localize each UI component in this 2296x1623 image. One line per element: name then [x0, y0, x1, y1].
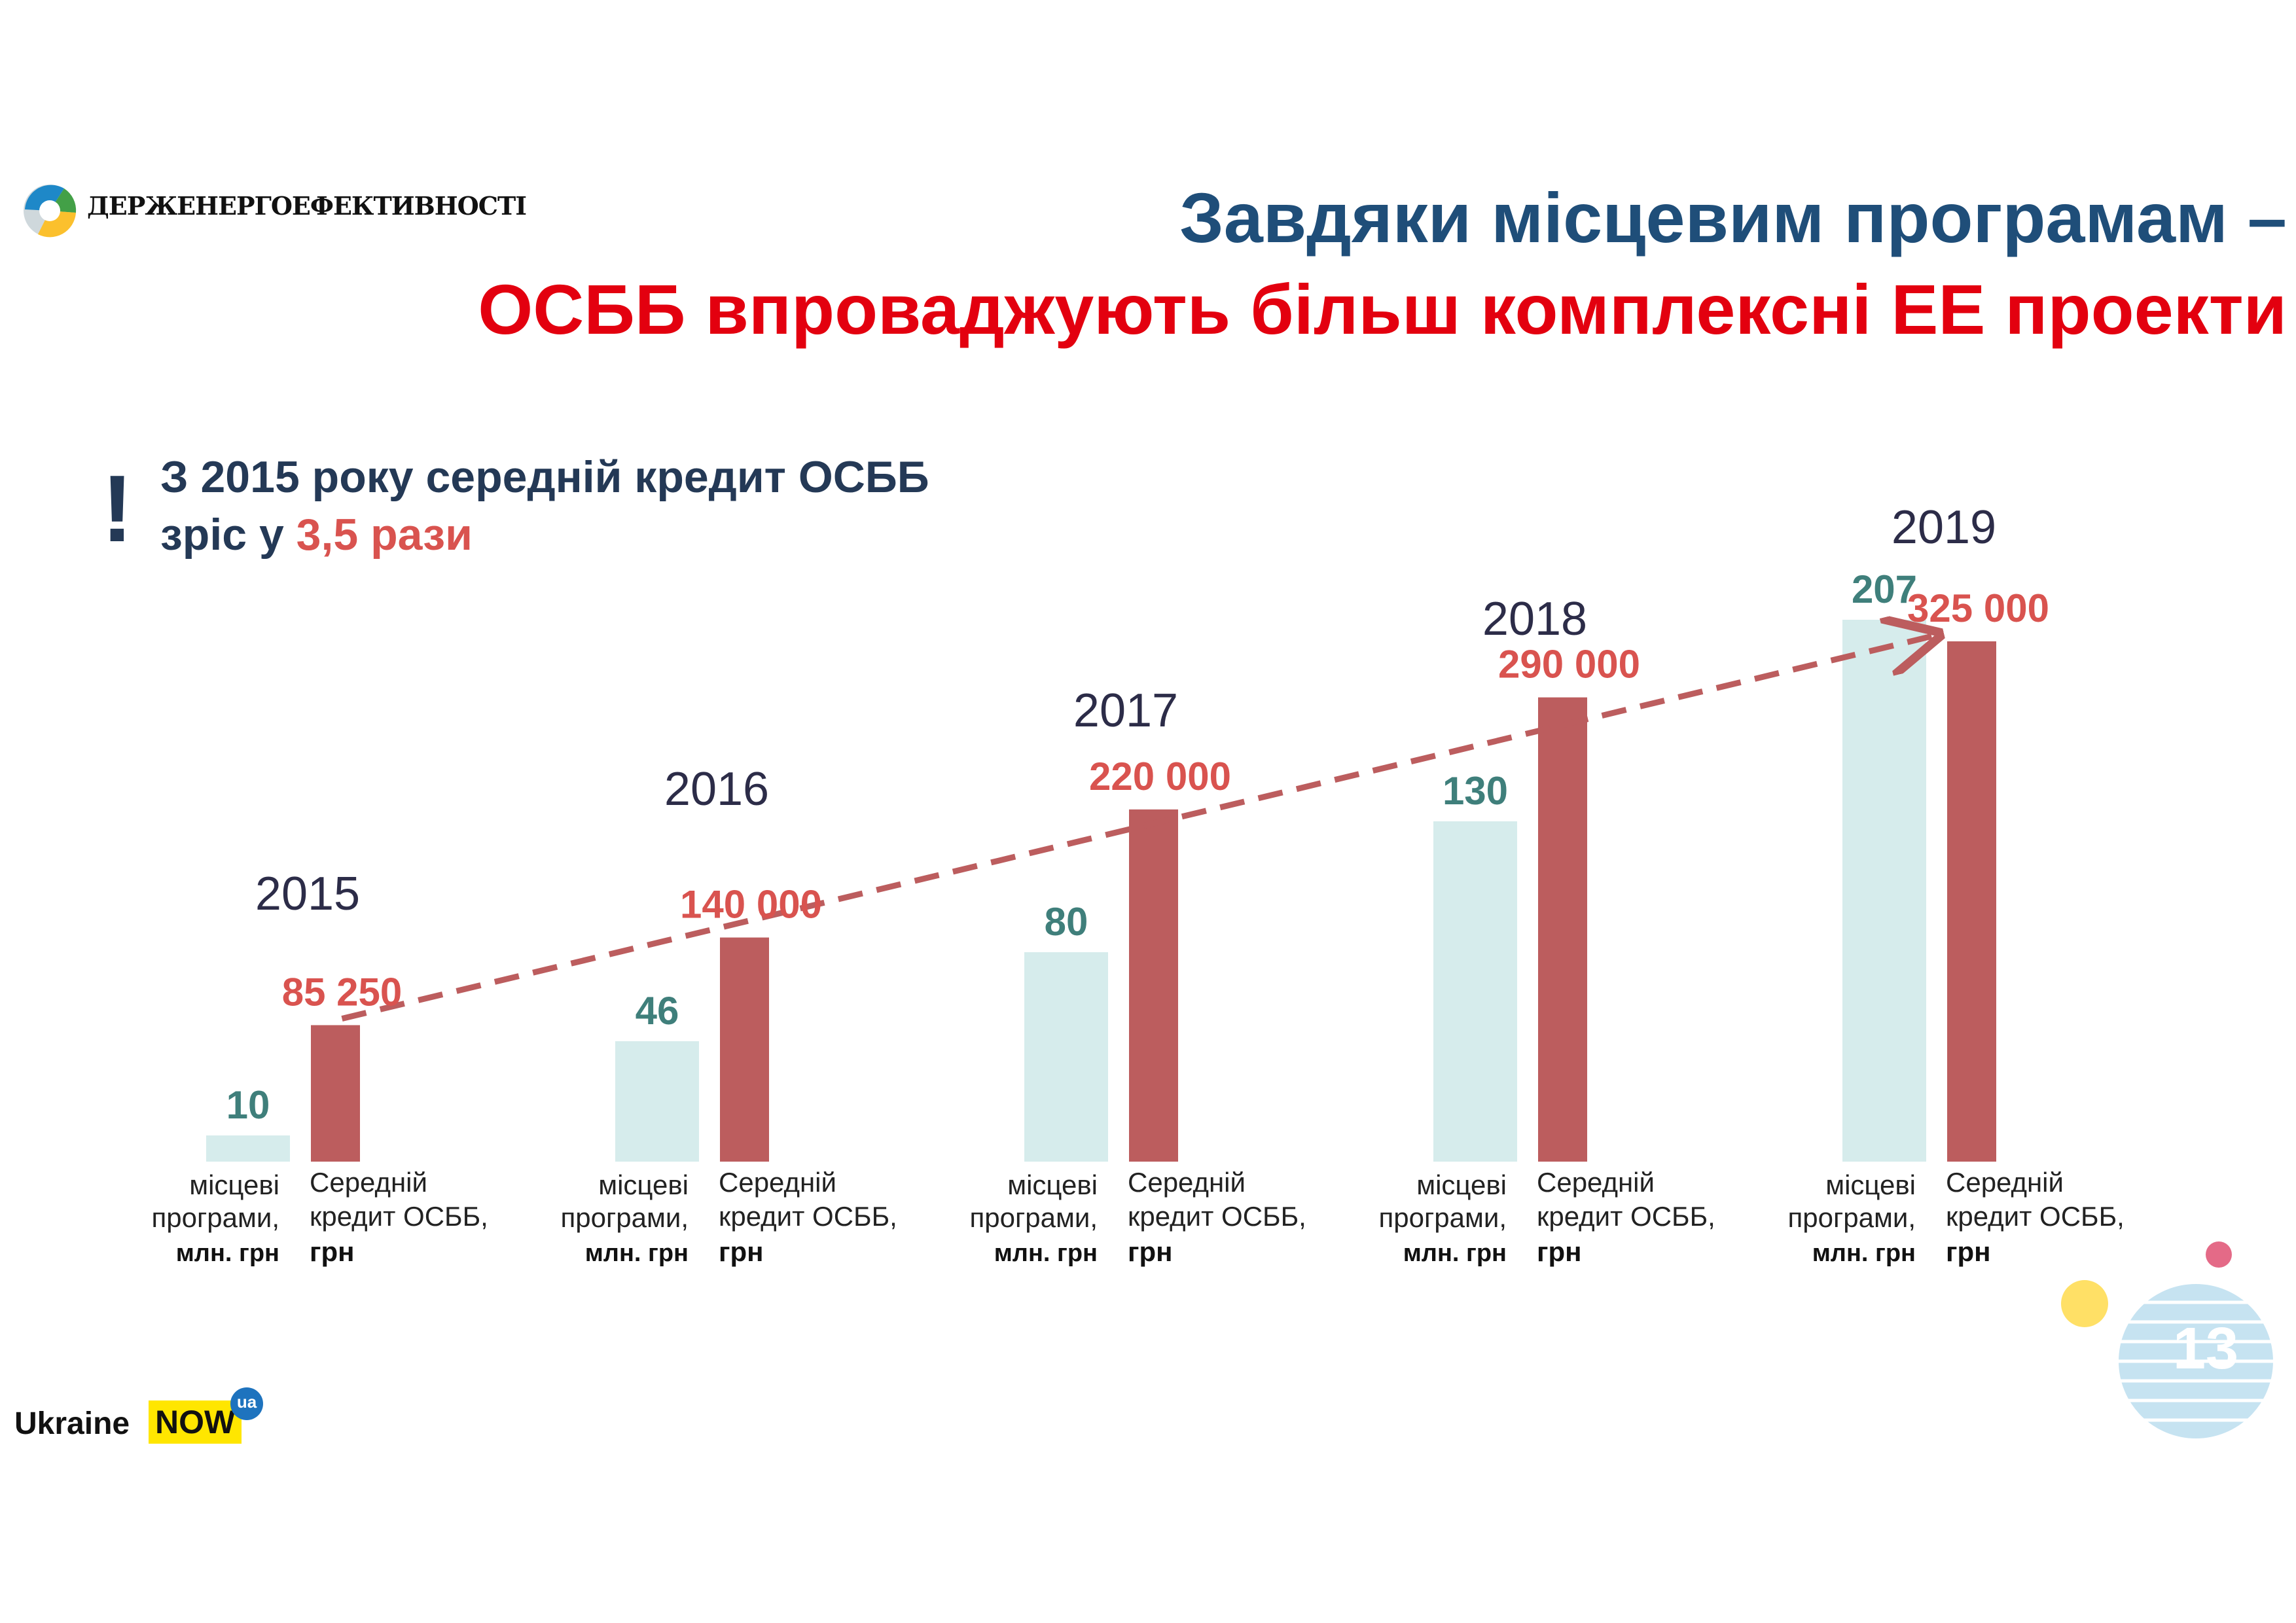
avg-credit-value-label: 325 000	[1907, 586, 2049, 630]
agency-logo: ДЕРЖЕНЕРГОЕФЕКТИВНОСТІ	[18, 177, 527, 242]
agency-name: ДЕРЖЕНЕРГОЕФЕКТИВНОСТІ	[87, 191, 527, 221]
avg-credit-bar	[311, 1025, 360, 1162]
local-programs-axis-label: місцеві	[1007, 1169, 1098, 1200]
logo-now-text: NOW	[149, 1400, 242, 1444]
decor-circles-icon	[2061, 1241, 2273, 1438]
local-programs-axis-label: місцеві	[1825, 1169, 1916, 1200]
local-programs-bar	[1024, 952, 1108, 1162]
slide-number-decoration: 13	[2049, 1230, 2291, 1446]
local-programs-bar	[615, 1041, 699, 1162]
note-line-2-prefix: зріс у	[160, 510, 284, 560]
year-label: 2016	[664, 763, 769, 815]
year-label: 2015	[255, 868, 360, 920]
local-programs-axis-label: програми,	[560, 1202, 689, 1233]
avg-credit-axis-label: Середній	[1128, 1167, 1246, 1198]
avg-credit-axis-label: кредит ОСББ,	[1128, 1201, 1306, 1232]
year-label: 2017	[1073, 685, 1178, 737]
local-programs-axis-label: млн. грн	[585, 1240, 689, 1267]
avg-credit-axis-label: Середній	[1537, 1167, 1655, 1198]
avg-credit-value-label: 85 250	[282, 970, 403, 1014]
slide-number: 13	[2173, 1316, 2239, 1382]
avg-credit-axis-label: Середній	[719, 1167, 836, 1198]
exclamation-icon: !	[101, 455, 134, 562]
local-programs-bar	[1842, 620, 1926, 1162]
avg-credit-bar	[1947, 641, 1996, 1162]
avg-credit-value-label: 290 000	[1498, 643, 1640, 687]
avg-credit-axis-label: кредит ОСББ,	[1537, 1201, 1715, 1232]
local-programs-axis-label: програми,	[151, 1202, 279, 1233]
avg-credit-axis-label: кредит ОСББ,	[719, 1201, 897, 1232]
local-programs-axis-label: місцеві	[1416, 1169, 1507, 1200]
local-programs-bar	[206, 1135, 290, 1162]
note-line-2: зріс у 3,5 рази	[160, 509, 473, 560]
local-programs-value-label: 130	[1443, 769, 1508, 813]
local-programs-bar	[1433, 821, 1517, 1162]
avg-credit-axis-label: грн	[310, 1236, 355, 1267]
avg-credit-axis-label: кредит ОСББ,	[1946, 1201, 2125, 1232]
logo-ua-badge: ua	[230, 1387, 263, 1420]
year-label: 2018	[1482, 593, 1587, 645]
ukraine-now-logo: Ukraine NOW ua	[14, 1387, 276, 1453]
local-programs-value-label: 80	[1045, 900, 1088, 944]
avg-credit-axis-label: грн	[719, 1236, 764, 1267]
avg-credit-axis-label: Середній	[310, 1167, 427, 1198]
avg-credit-axis-label: грн	[1537, 1236, 1582, 1267]
avg-credit-value-label: 140 000	[680, 883, 822, 927]
avg-credit-axis-label: грн	[1128, 1236, 1173, 1267]
year-label: 2019	[1892, 501, 1996, 554]
avg-credit-bar	[1538, 697, 1587, 1162]
local-programs-axis-label: програми,	[1787, 1202, 1916, 1233]
local-programs-axis-label: млн. грн	[1403, 1240, 1507, 1267]
local-programs-axis-label: млн. грн	[176, 1240, 279, 1267]
local-programs-value-label: 207	[1852, 567, 1917, 611]
local-programs-value-label: 10	[226, 1083, 270, 1127]
local-programs-axis-label: млн. грн	[994, 1240, 1098, 1267]
avg-credit-axis-label: грн	[1946, 1236, 1991, 1267]
local-programs-axis-label: млн. грн	[1812, 1240, 1916, 1267]
avg-credit-bar	[720, 937, 769, 1162]
title-line-2: ОСББ впроваджують більш комплексні ЕЕ пр…	[478, 270, 2287, 349]
local-programs-axis-label: місцеві	[598, 1169, 689, 1200]
note-line-1: З 2015 року середній кредит ОСББ	[160, 452, 929, 502]
avg-credit-value-label: 220 000	[1089, 755, 1231, 798]
local-programs-value-label: 46	[636, 989, 679, 1033]
local-programs-axis-label: місцеві	[189, 1169, 279, 1200]
note-highlight: 3,5 рази	[296, 510, 473, 560]
avg-credit-bar	[1129, 809, 1178, 1162]
logo-ukraine-text: Ukraine	[14, 1406, 130, 1441]
title-line-1: Завдяки місцевим програмам –	[1179, 178, 2287, 257]
local-programs-axis-label: програми,	[969, 1202, 1098, 1233]
local-programs-axis-label: програми,	[1378, 1202, 1507, 1233]
avg-credit-axis-label: Середній	[1946, 1167, 2064, 1198]
globe-logo-icon	[24, 185, 77, 238]
avg-credit-axis-label: кредит ОСББ,	[310, 1201, 488, 1232]
